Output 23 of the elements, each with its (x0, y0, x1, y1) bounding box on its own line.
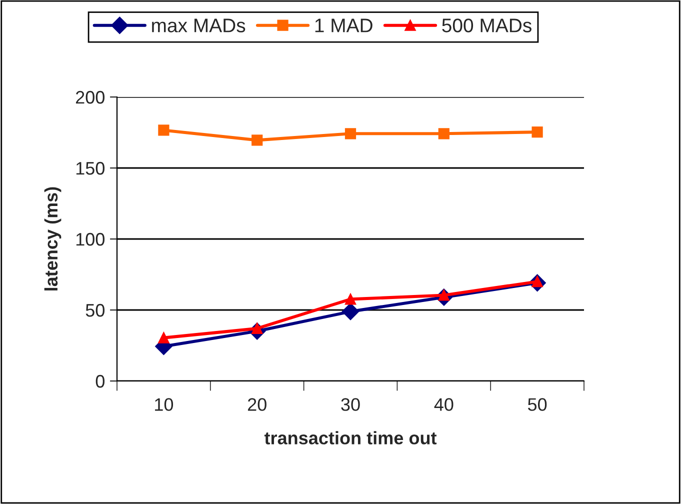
x-tick-label: 10 (155, 398, 174, 411)
x-tick-label: 50 (528, 398, 547, 411)
point (344, 294, 356, 305)
point (342, 303, 360, 320)
x-tick-label: 20 (248, 398, 266, 411)
x-tick-label: 30 (341, 398, 360, 411)
point (532, 126, 543, 138)
y-axis-title: latency (ms) (44, 187, 62, 290)
point (158, 124, 170, 136)
point (252, 134, 263, 146)
point (438, 128, 450, 140)
legend-label: max MADs (152, 18, 246, 32)
x-tick-label: 40 (434, 398, 454, 411)
y-tick-label: 100 (76, 232, 104, 246)
legend-label: 1 MAD (315, 18, 372, 32)
x-axis-title: transaction time out (264, 431, 437, 444)
y-tick-label: 150 (76, 162, 104, 175)
point (158, 332, 170, 344)
point (344, 128, 356, 140)
legend-label: 500 MADs (442, 18, 532, 32)
y-tick-label: 200 (76, 90, 104, 104)
y-tick-label: 0 (96, 374, 104, 388)
y-tick-label: 50 (86, 304, 104, 317)
